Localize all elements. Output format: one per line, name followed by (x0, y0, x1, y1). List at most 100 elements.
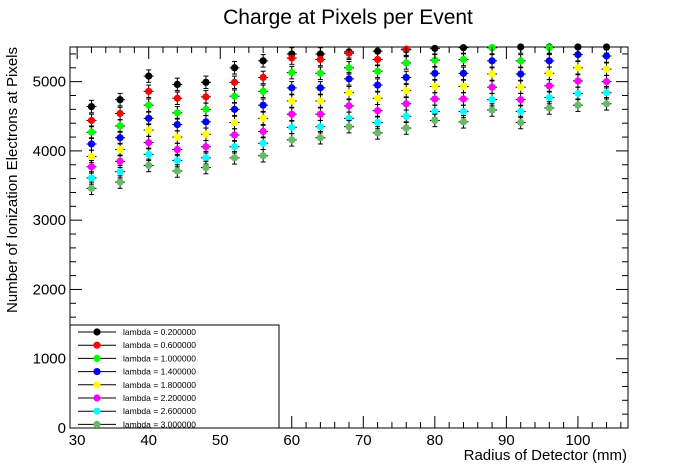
data-point (602, 52, 611, 60)
data-point (173, 80, 181, 89)
legend-marker (93, 354, 101, 362)
data-point (374, 81, 382, 89)
data-point (87, 140, 96, 148)
data-point (202, 154, 210, 162)
data-point (87, 102, 96, 111)
data-point (202, 93, 210, 101)
data-point (288, 110, 296, 118)
data-point (602, 100, 611, 108)
data-point (431, 69, 439, 77)
data-point (574, 101, 582, 109)
data-point (87, 116, 96, 125)
data-point (316, 69, 324, 77)
data-point (202, 118, 210, 126)
data-point (431, 116, 439, 125)
data-point (345, 89, 353, 97)
data-point (316, 97, 324, 105)
data-point (345, 75, 353, 83)
data-point (145, 114, 153, 122)
data-point (459, 55, 468, 64)
legend-marker (93, 381, 101, 389)
x-tick-label: 100 (565, 432, 590, 449)
data-point (574, 77, 582, 85)
series (86, 45, 412, 128)
data-point (116, 168, 124, 176)
data-point (230, 78, 239, 86)
chart-title: Charge at Pixels per Event (223, 6, 473, 29)
data-point (316, 134, 324, 142)
y-tick-label: 0 (58, 420, 66, 437)
x-tick-label: 80 (427, 432, 444, 449)
data-point (145, 87, 153, 95)
data-point (345, 102, 353, 110)
data-point (316, 110, 324, 118)
data-point (230, 92, 239, 100)
data-point (488, 83, 496, 91)
data-point (173, 167, 181, 175)
data-point (202, 163, 210, 172)
legend-label: lambda = 1.800000 (123, 380, 196, 390)
data-point (402, 73, 410, 82)
data-point (459, 107, 468, 116)
data-point (431, 56, 439, 64)
legend-marker (93, 341, 101, 349)
data-point (116, 122, 124, 130)
data-point (431, 107, 439, 116)
x-tick-label: 50 (212, 432, 229, 449)
y-tick-label: 3000 (33, 212, 66, 229)
data-point (230, 118, 239, 127)
data-point (574, 89, 582, 98)
data-point (374, 118, 382, 127)
data-point (459, 118, 468, 126)
data-point (402, 100, 410, 108)
data-point (87, 163, 96, 171)
legend-label: lambda = 1.000000 (123, 353, 196, 363)
data-point (230, 154, 239, 162)
data-point (259, 101, 267, 109)
data-point (316, 84, 324, 92)
data-point (288, 136, 296, 144)
data-point (259, 73, 267, 82)
data-point (459, 82, 468, 91)
data-point (145, 126, 153, 134)
data-point (517, 96, 525, 104)
legend-label: lambda = 2.200000 (123, 393, 196, 403)
legend-marker (93, 328, 101, 336)
data-point (374, 94, 382, 102)
data-point (259, 87, 267, 95)
data-point (173, 120, 181, 129)
data-point (517, 70, 525, 78)
data-point (145, 138, 153, 147)
data-point (402, 59, 410, 67)
data-point (202, 143, 210, 151)
data-point (345, 123, 353, 131)
data-point (230, 105, 239, 113)
data-point (87, 128, 96, 136)
data-point (545, 57, 553, 65)
data-point (116, 96, 124, 104)
data-point (145, 72, 153, 80)
data-point (288, 84, 296, 92)
legend-label: lambda = 1.400000 (123, 367, 196, 377)
data-point (431, 95, 439, 103)
data-point (116, 145, 124, 154)
data-point (374, 107, 382, 115)
data-point (374, 129, 382, 137)
data-point (173, 157, 181, 165)
data-point (459, 95, 468, 103)
data-point (431, 82, 439, 91)
data-point (488, 96, 496, 104)
legend-marker (93, 420, 101, 428)
data-point (288, 97, 296, 105)
data-point (488, 70, 496, 78)
data-point (116, 178, 124, 186)
data-point (602, 78, 611, 86)
data-point (488, 106, 496, 114)
data-point (87, 184, 96, 192)
data-point (374, 67, 382, 75)
x-tick-label: 60 (283, 432, 300, 449)
data-point (374, 55, 382, 64)
data-point (545, 69, 553, 77)
data-point (202, 105, 210, 113)
